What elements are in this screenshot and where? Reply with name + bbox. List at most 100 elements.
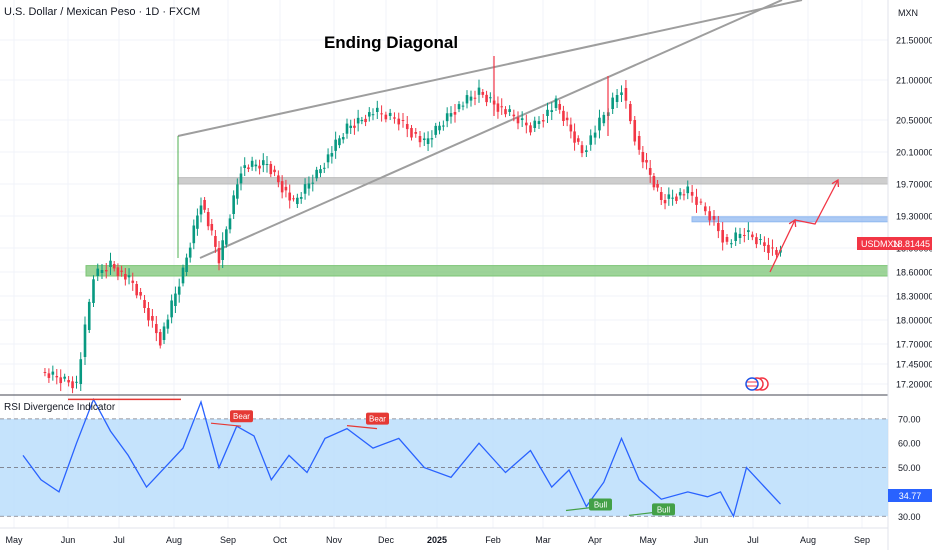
rsi-tick-label: 30.00 <box>898 512 921 522</box>
candle-body <box>550 110 554 112</box>
candle-body <box>273 169 276 173</box>
candle-body <box>637 136 641 150</box>
candle-body <box>434 125 438 135</box>
events-flag-icon[interactable] <box>745 377 769 391</box>
candle-body <box>576 138 580 142</box>
target-zone[interactable] <box>691 216 889 223</box>
events-flag-icon-1 <box>745 377 759 391</box>
time-axis[interactable]: May Jun Jul Aug Sep Oct Nov Dec 2025 Feb Mar Apr May… <box>5 535 870 545</box>
candle-body <box>652 176 656 188</box>
support-zone[interactable] <box>85 265 889 277</box>
candle-body <box>217 248 221 264</box>
time-tick-label: Jun <box>61 535 76 545</box>
candle-body <box>678 192 682 196</box>
candle-body <box>319 169 322 174</box>
rsi-signal-bear[interactable]: Bear <box>346 412 389 430</box>
candle-body <box>199 205 203 215</box>
candle-body <box>353 125 356 128</box>
candle-body <box>442 125 445 127</box>
candle-body <box>624 88 628 101</box>
candle-body <box>338 138 341 146</box>
projection-layer <box>769 178 840 273</box>
candle-body <box>345 123 349 134</box>
diagonal-trendline[interactable] <box>199 0 783 259</box>
signal-label-bg <box>589 498 612 511</box>
candle-body <box>763 242 766 246</box>
candle-body <box>449 113 453 117</box>
candle-body <box>59 377 63 384</box>
candle-body <box>116 267 120 277</box>
candle-body <box>225 229 228 245</box>
candle-body <box>375 107 379 112</box>
rsi-signal-bear[interactable]: Bear <box>210 410 253 427</box>
candle-body <box>311 182 315 184</box>
rsi-layer: Bear Bear Bull Bull <box>0 397 888 519</box>
rsi-signal-bull[interactable]: Bull <box>565 498 612 512</box>
projection-arrowhead <box>788 218 797 228</box>
candle-body <box>83 324 87 357</box>
candle-body <box>124 274 127 280</box>
candle-body <box>629 104 632 122</box>
time-tick-label: Jul <box>747 535 759 545</box>
candle-body <box>75 381 78 383</box>
candle-body <box>55 376 59 378</box>
candle-body <box>341 137 345 140</box>
candle-body <box>166 319 170 329</box>
candle-body <box>751 234 754 238</box>
candle-body <box>573 131 576 143</box>
candle-body <box>593 132 597 138</box>
candle-body <box>554 98 558 108</box>
rsi-tag-background <box>888 489 932 502</box>
candle-body <box>465 95 469 104</box>
candle-body <box>239 173 243 184</box>
candle-body <box>104 270 108 272</box>
diagonal-trendline[interactable] <box>177 0 803 137</box>
candle-body <box>384 114 388 120</box>
candle-body <box>667 194 671 199</box>
projection-path[interactable] <box>769 179 839 273</box>
candle-body <box>397 118 401 125</box>
signal-label: Bear <box>369 415 386 424</box>
symbol-title[interactable]: U.S. Dollar / Mexican Peso · 1D · FXCM <box>4 6 200 18</box>
resistance-zone[interactable] <box>177 177 889 185</box>
candle-body <box>120 270 123 272</box>
candle-body <box>695 196 698 205</box>
time-tick-label: May <box>639 535 657 545</box>
candle-body <box>562 110 565 122</box>
price-tick-label: 21.00000 <box>896 76 932 86</box>
candle-body <box>690 192 694 196</box>
candle-body <box>525 122 528 126</box>
candle-body <box>284 186 288 191</box>
candle-body <box>47 373 51 378</box>
signal-label: Bull <box>657 505 671 514</box>
candle-body <box>445 113 449 122</box>
rsi-indicator-title[interactable]: RSI Divergence Indicator <box>4 402 116 413</box>
rsi-line[interactable] <box>22 397 781 519</box>
candle-body <box>214 236 217 247</box>
candle-body <box>79 359 83 384</box>
candle-body <box>196 215 199 229</box>
candle-body <box>87 301 91 330</box>
time-tick-label: Aug <box>166 535 182 545</box>
candle-body <box>388 112 392 116</box>
time-tick-label: Apr <box>588 535 602 545</box>
candle-body <box>127 275 131 278</box>
signal-label: Bull <box>594 501 608 510</box>
candle-body <box>139 292 142 296</box>
candle-body <box>775 250 778 255</box>
candle-body <box>580 145 584 154</box>
candle-body <box>315 169 318 179</box>
rsi-tick-label: 50.00 <box>898 463 921 473</box>
candle-body <box>734 232 737 241</box>
candle-body <box>533 120 537 128</box>
price-tick-label: 19.30000 <box>896 212 932 222</box>
candle-body <box>656 184 659 188</box>
candle-body <box>422 138 426 140</box>
price-tick-label: 19.70000 <box>896 180 932 190</box>
price-tick-label: 17.20000 <box>896 380 932 390</box>
candle-body <box>565 117 569 121</box>
candle-body <box>541 120 545 122</box>
rsi-signal-bull[interactable]: Bull <box>628 503 675 516</box>
currency-label[interactable]: MXN <box>898 8 918 18</box>
